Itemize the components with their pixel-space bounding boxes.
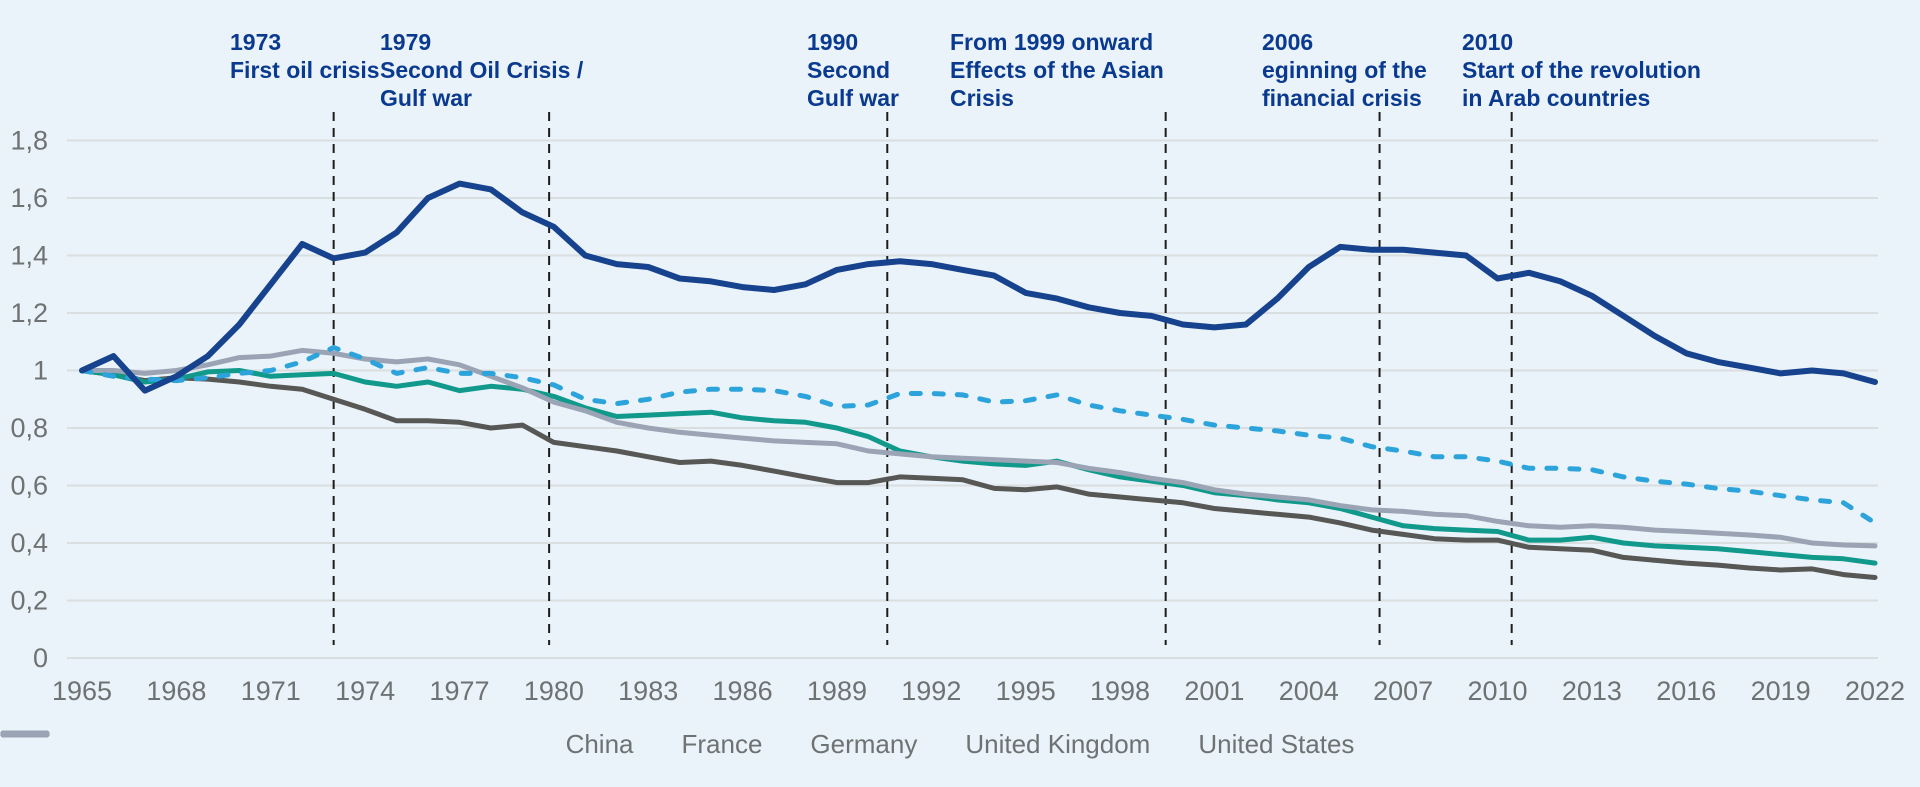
annotation-line: 2006	[1262, 29, 1314, 55]
y-tick-label: 0,4	[10, 528, 48, 558]
legend-label-united-kingdom: United Kingdom	[965, 729, 1151, 759]
x-tick-label: 2022	[1845, 676, 1905, 706]
x-tick-label: 1980	[524, 676, 584, 706]
legend-item-united-states: United States	[0, 729, 1355, 760]
annotation-line: Effects of the Asian	[950, 57, 1164, 83]
annotation-2010: 2010 Start of the revolution in Arab count…	[1462, 28, 1701, 112]
series-line-united-states	[79, 347, 1878, 549]
annotation-line: Second	[807, 57, 891, 83]
y-tick-label: 0,2	[10, 586, 48, 616]
x-tick-label: 1995	[996, 676, 1056, 706]
annotation-line: eginning of the	[1262, 57, 1427, 83]
x-tick-label: 2019	[1751, 676, 1811, 706]
x-tick-label: 1983	[618, 676, 678, 706]
x-tick-label: 1965	[52, 676, 112, 706]
y-tick-label: 0,6	[10, 471, 48, 501]
annotation-line: From 1999 onward	[950, 29, 1154, 55]
x-tick-label: 2007	[1373, 676, 1433, 706]
annotation-1973: 1973 First oil crisis	[230, 28, 380, 84]
legend-label-united-states: United States	[1198, 729, 1355, 759]
annotation-line: Gulf war	[380, 85, 473, 111]
y-tick-label: 1	[33, 356, 48, 386]
annotation-line: financial crisis	[1262, 85, 1422, 111]
x-tick-label: 1974	[335, 676, 395, 706]
y-tick-label: 1,4	[10, 241, 48, 271]
y-tick-label: 0	[33, 643, 48, 673]
legend-label-germany: Germany	[810, 729, 918, 759]
annotation-1990: 1990 Second Gulf war	[807, 28, 899, 112]
annotation-2006: 2006 eginning of the financial crisis	[1262, 28, 1427, 112]
legend-item-china: China	[0, 729, 634, 760]
legend-item-germany: Germany	[0, 729, 918, 760]
x-tick-label: 1986	[713, 676, 773, 706]
annotation-line: Start of the revolution	[1462, 57, 1701, 83]
series-line-france	[79, 345, 1878, 526]
x-tick-label: 2013	[1562, 676, 1622, 706]
legend-label-china: China	[565, 729, 634, 759]
annotation-line: 1979	[380, 29, 432, 55]
annotation-line: Gulf war	[807, 85, 900, 111]
x-tick-label: 2004	[1279, 676, 1339, 706]
series-line-united-kingdom	[79, 368, 1878, 580]
annotation-1979: 1979 Second Oil Crisis / Gulf war	[380, 28, 583, 112]
annotation-line: in Arab countries	[1462, 85, 1651, 111]
annotation-line: 1973	[230, 29, 282, 55]
series-line-china	[79, 180, 1878, 394]
y-tick-label: 0,8	[10, 413, 48, 443]
x-tick-label: 1968	[146, 676, 206, 706]
x-tick-label: 2016	[1656, 676, 1716, 706]
x-tick-label: 1977	[429, 676, 489, 706]
x-tick-label: 1989	[807, 676, 867, 706]
chart-legend: China France Germany United Kingdom United S…	[0, 729, 1920, 760]
annotation-line: 2010	[1462, 29, 1514, 55]
legend-item-united-kingdom: United Kingdom	[0, 729, 1151, 760]
annotation-line: Crisis	[950, 85, 1014, 111]
legend-swatch-united-states	[0, 730, 50, 738]
x-tick-label: 1992	[901, 676, 961, 706]
x-tick-label: 1971	[241, 676, 301, 706]
x-tick-label: 2010	[1467, 676, 1527, 706]
annotation-line: 1990	[807, 29, 859, 55]
annotation-1999: From 1999 onward Effects of the Asian Cris…	[950, 28, 1164, 112]
y-tick-label: 1,2	[10, 298, 48, 328]
x-tick-label: 1998	[1090, 676, 1150, 706]
series-line-germany	[79, 368, 1878, 566]
legend-label-france: France	[681, 729, 763, 759]
annotation-line: First oil crisis	[230, 57, 380, 83]
annotation-line: Second Oil Crisis /	[380, 57, 584, 83]
legend-item-france: France	[0, 729, 763, 760]
x-tick-label: 2001	[1184, 676, 1244, 706]
y-tick-label: 1,8	[10, 126, 48, 156]
y-tick-label: 1,6	[10, 183, 48, 213]
